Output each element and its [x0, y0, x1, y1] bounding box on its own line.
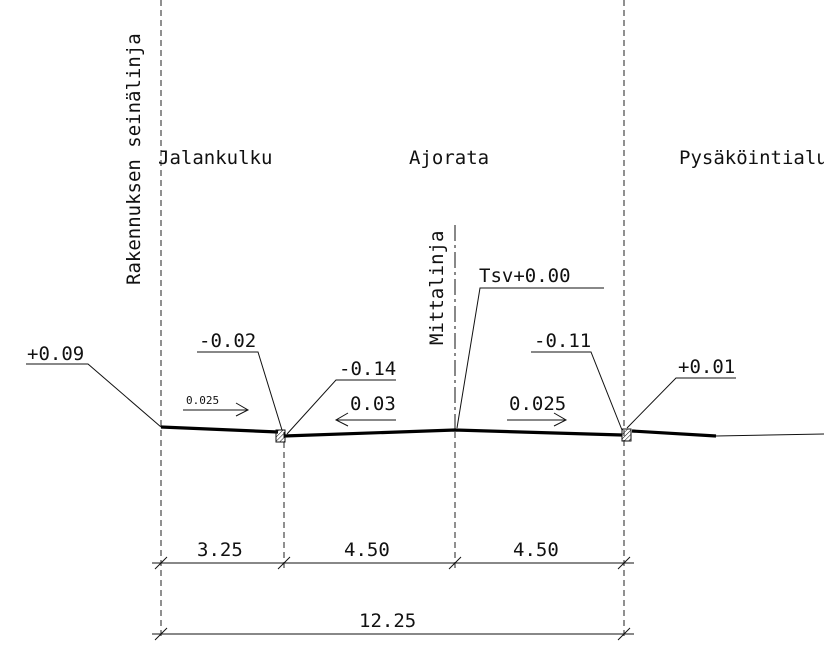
- elevation-right-curb: +0.01: [678, 356, 735, 378]
- slope-arrowhead-road-right: [553, 412, 568, 427]
- dimension-total: 12.25: [359, 610, 416, 632]
- slope-arrowhead-road-left: [334, 412, 349, 427]
- dimension-tick: [277, 556, 291, 570]
- dimension-left-lane: 4.50: [344, 539, 390, 561]
- slope-road-left-value: 0.03: [350, 393, 396, 415]
- elevation-leader-curb-top: [197, 351, 283, 431]
- ground-continuation: [715, 433, 824, 437]
- dimension-tick: [617, 556, 631, 570]
- sidewalk-surface: [160, 425, 279, 434]
- elevation-center: Tsv+0.00: [479, 265, 571, 287]
- dimension-tick: [617, 627, 631, 641]
- elevation-curb-bottom-right: -0.11: [534, 330, 591, 352]
- roadway-label: Ajorata: [409, 147, 489, 169]
- roadway-surface: [283, 428, 623, 438]
- centerline-label: Mittalinja: [426, 231, 448, 345]
- dimension-right-lane: 4.50: [513, 539, 559, 561]
- slope-sidewalk-value: 0.025: [186, 394, 219, 407]
- parking-surface: [631, 429, 717, 438]
- sidewalk-label: Jalankulku: [158, 147, 272, 169]
- elevation-left-edge: +0.09: [27, 343, 84, 365]
- building-line-label: Rakennuksen seinälinja: [123, 33, 145, 285]
- elevation-leader-right: [626, 377, 736, 429]
- left-curb: [275, 429, 286, 443]
- elevation-leader-curb-bottom: [286, 379, 396, 435]
- dimension-tick: [154, 627, 168, 641]
- slope-road-right-value: 0.025: [509, 393, 566, 415]
- elevation-leader-center: [456, 287, 604, 429]
- right-curb: [621, 428, 632, 442]
- elevation-leader-left: [26, 363, 162, 428]
- elevation-leader-curb-right: [531, 351, 623, 431]
- elevation-curb-bottom-left: -0.14: [339, 358, 396, 380]
- slope-arrowhead-sidewalk: [235, 402, 250, 417]
- parking-label: Pysäköintialu: [679, 147, 824, 169]
- dimension-tick: [448, 556, 462, 570]
- dimension-sidewalk: 3.25: [197, 539, 243, 561]
- elevation-curb-top-left: -0.02: [199, 330, 256, 352]
- dimension-tick: [154, 556, 168, 570]
